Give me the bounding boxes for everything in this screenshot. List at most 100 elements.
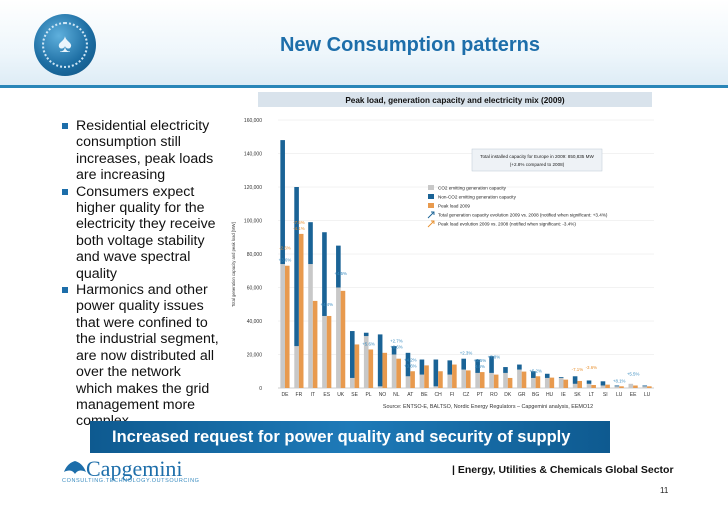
- bar-co2: [294, 346, 299, 388]
- logo-emblem: ♠: [34, 14, 96, 76]
- x-tick-label: HU: [546, 392, 554, 398]
- bullet-list: Residential electricity consumption stil…: [62, 118, 220, 430]
- bars-group: [280, 140, 652, 388]
- bar-non-co2: [419, 359, 425, 375]
- bar-co2: [600, 385, 606, 388]
- bar-peak-load: [424, 365, 429, 388]
- evolution-label: -4.1%: [293, 226, 305, 231]
- y-tick-label: 60,000: [247, 286, 263, 292]
- chart-title-bg: [258, 92, 652, 107]
- y-tick-label: 0: [259, 386, 262, 392]
- banner: Increased request for power quality and …: [90, 421, 610, 453]
- bullet-item: Harmonics and other power quality issues…: [62, 282, 220, 430]
- bar-peak-load: [340, 290, 346, 388]
- bar-peak-load: [605, 384, 610, 388]
- x-tick-label: RO: [490, 392, 498, 398]
- bar-non-co2: [517, 364, 522, 370]
- legend-arrow-capacity-icon: [427, 211, 435, 219]
- infobox-line2: (+2.8% compared to 2008): [510, 162, 565, 167]
- bar-co2: [517, 369, 522, 388]
- bullet-item: Consumers expect higher quality for the …: [62, 184, 220, 282]
- legend-swatch-nonco2: [428, 194, 434, 199]
- evolution-label: +3.5%: [474, 358, 487, 363]
- evolution-label: 3.6%: [475, 364, 485, 369]
- x-tick-label: DK: [504, 392, 512, 398]
- x-tick-label: LU: [616, 392, 623, 398]
- bar-peak-load: [284, 265, 290, 388]
- capacity-chart: Peak load, generation capacity and elect…: [231, 92, 654, 410]
- bar-non-co2: [572, 376, 578, 384]
- x-tick-label: PL: [365, 392, 371, 398]
- bar-peak-load: [479, 372, 485, 388]
- bar-peak-load: [647, 386, 652, 388]
- bar-non-co2: [447, 360, 453, 375]
- evolution-label: +5.6%: [362, 341, 375, 346]
- evolution-label: +2.3%: [460, 350, 473, 355]
- y-tick-label: 20,000: [247, 353, 263, 359]
- x-tick-label: IT: [311, 392, 315, 398]
- bar-co2: [377, 386, 383, 388]
- bar-non-co2: [294, 187, 299, 347]
- legend-label-cap-evo: Total generation capacity evolution 2009…: [438, 213, 608, 218]
- evolution-label: +4.4%: [320, 302, 333, 307]
- bar-peak-load: [549, 377, 555, 388]
- x-tick-label: CH: [435, 392, 443, 398]
- bar-peak-load: [633, 385, 638, 388]
- bar-co2: [405, 376, 411, 388]
- bar-peak-load: [410, 371, 415, 388]
- x-tick-label: LT: [589, 392, 594, 398]
- evolution-label: +5.2%: [529, 368, 542, 373]
- evolution-label: -7.1%: [572, 367, 584, 372]
- bullet-item: Residential electricity consumption stil…: [62, 118, 220, 184]
- brand-name: Capgemini: [86, 456, 183, 481]
- y-tick-label: 140,000: [244, 152, 262, 158]
- x-tick-label: SK: [574, 392, 581, 398]
- evolution-label: +8.1%: [613, 378, 626, 383]
- evolution-label: -2.6%: [279, 246, 291, 251]
- bar-peak-load: [354, 344, 360, 388]
- x-tick-label: ES: [323, 392, 330, 398]
- bar-co2: [642, 386, 648, 388]
- bar-co2: [349, 377, 355, 388]
- bar-non-co2: [558, 377, 564, 378]
- bar-non-co2: [363, 332, 369, 337]
- bar-peak-load: [452, 364, 457, 388]
- evolution-label: -3.6%: [586, 365, 598, 370]
- x-tick-label: BG: [532, 392, 539, 398]
- bar-co2: [308, 264, 313, 388]
- x-tick-label: AT: [407, 392, 413, 398]
- evolution-label: +7.8%: [488, 355, 501, 360]
- bar-non-co2: [614, 385, 620, 387]
- x-tick-label: SI: [603, 392, 608, 398]
- x-tick-label: NL: [393, 392, 400, 398]
- bar-co2: [433, 386, 439, 388]
- bar-non-co2: [349, 331, 355, 378]
- header-band: ♠: [0, 0, 728, 88]
- bar-non-co2: [489, 356, 494, 373]
- x-tick-label: FR: [296, 392, 303, 398]
- x-tick-label: GR: [518, 392, 526, 398]
- legend-arrow-peak-icon: [427, 220, 435, 228]
- infobox-line1: Total installed capacity for Europe in 2…: [480, 154, 594, 159]
- x-tick-label: BE: [421, 392, 428, 398]
- bar-non-co2: [405, 352, 411, 377]
- x-tick-label: UK: [337, 392, 345, 398]
- bar-non-co2: [461, 358, 466, 370]
- header-stripe: [0, 85, 728, 88]
- evolution-label: -7.5%: [293, 220, 305, 225]
- bar-peak-load: [382, 352, 388, 388]
- legend-label-nonco2: Non-CO2 emitting generation capacity: [438, 195, 517, 200]
- bar-co2: [363, 336, 369, 388]
- bar-non-co2: [308, 222, 313, 265]
- evolution-label: +4.5%: [334, 271, 347, 276]
- bar-peak-load: [493, 374, 499, 388]
- bar-non-co2: [503, 367, 508, 373]
- bar-non-co2: [586, 380, 592, 384]
- bar-peak-load: [298, 233, 304, 388]
- bar-co2: [489, 372, 494, 388]
- bar-co2: [586, 383, 592, 388]
- evolution-label: +3.6%: [404, 363, 417, 368]
- bar-non-co2: [322, 232, 327, 316]
- spade-mark-icon: [64, 461, 86, 474]
- brand-tagline: CONSULTING.TECHNOLOGY.OUTSOURCING: [62, 478, 200, 484]
